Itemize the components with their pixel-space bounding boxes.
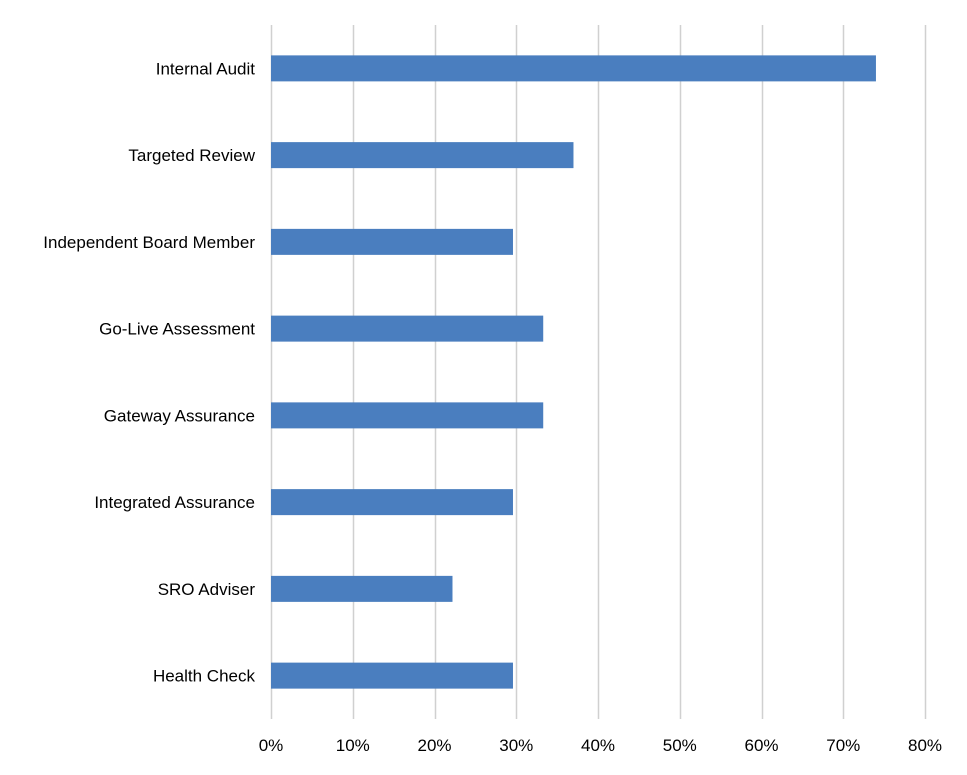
category-label: Integrated Assurance — [94, 493, 255, 512]
category-labels: Internal Audit Targeted Review Independent… — [43, 59, 255, 685]
bar-independent-board-member — [271, 228, 513, 255]
x-tick-label: 80% — [908, 736, 942, 755]
bars — [271, 55, 876, 689]
category-label: Go-Live Assessment — [99, 320, 255, 339]
bar-targeted-review — [271, 142, 574, 169]
x-tick-label: 20% — [417, 736, 451, 755]
category-label: Independent Board Member — [43, 233, 255, 252]
category-label: SRO Adviser — [158, 580, 256, 599]
x-tick-label: 10% — [336, 736, 370, 755]
bar-internal-audit — [271, 55, 876, 82]
bar-sro-adviser — [271, 575, 453, 602]
tick-labels: 0% 10% 20% 30% 40% 50% 60% 70% 80% — [259, 736, 942, 755]
x-tick-label: 60% — [744, 736, 778, 755]
bar-go-live-assessment — [271, 315, 544, 342]
category-label: Gateway Assurance — [104, 406, 255, 425]
x-tick-label: 70% — [826, 736, 860, 755]
category-label: Internal Audit — [156, 59, 256, 78]
category-label: Health Check — [153, 667, 256, 686]
x-tick-label: 50% — [663, 736, 697, 755]
bar-integrated-assurance — [271, 489, 513, 516]
bar-health-check — [271, 662, 513, 689]
x-tick-label: 0% — [259, 736, 284, 755]
x-tick-label: 30% — [499, 736, 533, 755]
x-tick-label: 40% — [581, 736, 615, 755]
category-label: Targeted Review — [128, 146, 255, 165]
bar-gateway-assurance — [271, 402, 544, 429]
gridlines — [270, 25, 927, 719]
